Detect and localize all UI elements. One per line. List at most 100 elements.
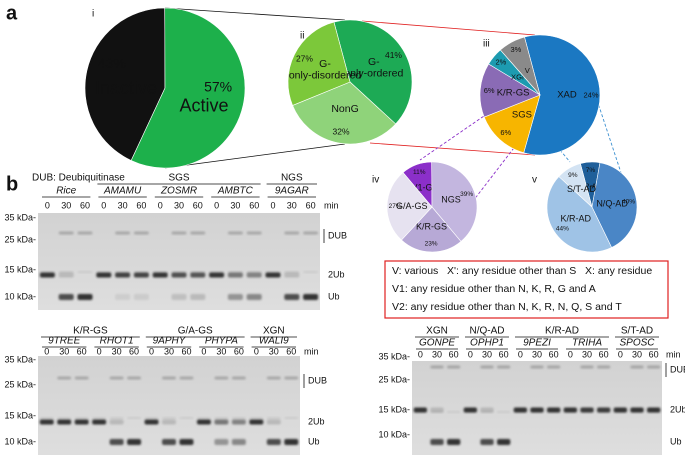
slice-label: K/R-GS xyxy=(416,222,447,232)
time-label: 0 xyxy=(97,346,102,356)
gel-band xyxy=(196,417,211,419)
time-label: 60 xyxy=(499,349,509,359)
gel-band xyxy=(39,419,54,425)
marker-label: 10 kDa- xyxy=(4,291,36,301)
time-label: 0 xyxy=(149,346,154,356)
time-label: 0 xyxy=(618,349,623,359)
sample-label: 9TREE xyxy=(48,336,81,347)
slice-label: V1-GS xyxy=(411,182,438,192)
slice-label: G/A-GS xyxy=(396,201,428,211)
slice-label: V xyxy=(525,66,531,75)
time-label: 60 xyxy=(599,349,609,359)
gel-band xyxy=(162,376,176,380)
time-label: 60 xyxy=(286,346,296,356)
value-label: 2% xyxy=(495,57,506,66)
marker-label: 15 kDa- xyxy=(4,410,36,420)
panel-label: a xyxy=(6,2,18,24)
gel-band xyxy=(214,376,229,380)
gel-band xyxy=(58,231,74,235)
gel-band xyxy=(303,294,319,300)
gel-band xyxy=(231,417,246,419)
time-label: 60 xyxy=(77,346,87,356)
connector xyxy=(369,142,536,156)
pie-slice xyxy=(292,81,397,145)
gel-band xyxy=(39,271,55,273)
legend-line: V1: any residue other than N, K, R, G an… xyxy=(392,283,596,295)
slice-label: G-only-ordered xyxy=(344,56,403,80)
gel-band xyxy=(497,411,511,413)
gel-band xyxy=(162,439,176,445)
sample-label: ZOSMR xyxy=(160,186,197,197)
value-label: 43% xyxy=(98,55,126,71)
slice-label: XGN xyxy=(511,73,527,82)
sample-label: TRIHA xyxy=(572,338,602,349)
group-label: N/Q-AD xyxy=(470,326,505,337)
time-label: 0 xyxy=(270,200,275,210)
gel xyxy=(38,213,320,310)
connector xyxy=(164,143,346,169)
gel-band xyxy=(144,417,159,419)
sample-label: GONPE xyxy=(419,338,455,349)
gel-band xyxy=(127,417,142,419)
marker-label: 25 kDa- xyxy=(378,374,410,384)
time-label: 30 xyxy=(174,200,184,210)
pie-slice xyxy=(84,7,166,161)
band-label: DUB xyxy=(328,230,347,240)
time-label: 30 xyxy=(582,349,592,359)
value-label: 27% xyxy=(389,203,402,210)
time-unit: min xyxy=(324,200,339,210)
pie-slice xyxy=(558,163,593,208)
time-label: 60 xyxy=(449,349,459,359)
time-label: 60 xyxy=(193,200,203,210)
group-label: XGN xyxy=(263,326,285,337)
value-label: 11% xyxy=(413,169,426,176)
sample-label: 9PEZI xyxy=(523,338,551,349)
dub-note: DUB: Deubiquitinase xyxy=(32,173,125,184)
sample-label: WALI9 xyxy=(259,336,289,347)
legend-line: V2: any residue other than N, K, R, N, Q… xyxy=(392,301,622,313)
gel-band xyxy=(196,419,211,425)
value-label: 39% xyxy=(460,191,473,198)
pie-title: i xyxy=(92,9,94,20)
gel-band xyxy=(58,272,74,278)
gel-band xyxy=(109,417,124,419)
band-label: Ub xyxy=(670,436,682,446)
group-label: K/R-AD xyxy=(545,326,579,337)
sample-label: AMBTC xyxy=(217,186,254,197)
band-label: Ub xyxy=(328,291,340,301)
gel-band xyxy=(284,417,299,419)
gel-band xyxy=(480,411,494,413)
gel-band xyxy=(266,417,281,419)
sample-label: 9AGAR xyxy=(275,186,309,197)
panel-label: b xyxy=(6,173,18,195)
gel-band xyxy=(613,411,627,413)
gel-band xyxy=(249,417,264,419)
group-label: G/A-GS xyxy=(178,326,213,337)
pie-slice xyxy=(130,7,246,169)
value-label: 40% xyxy=(622,199,635,206)
gel-band xyxy=(74,419,89,425)
gel-band xyxy=(179,417,194,419)
value-label: 7% xyxy=(586,167,596,174)
time-label: 30 xyxy=(118,200,128,210)
gel-band xyxy=(284,439,299,445)
marker-label: 35 kDa- xyxy=(4,212,36,222)
gel-band xyxy=(109,439,124,445)
gel-band xyxy=(284,272,300,278)
gel-band xyxy=(57,376,72,380)
value-label: 6% xyxy=(500,128,511,137)
gel-band xyxy=(547,411,561,413)
gel-band xyxy=(58,294,74,300)
gel-band xyxy=(96,271,112,273)
gel-band xyxy=(133,272,149,278)
gel-band xyxy=(463,411,477,413)
connector xyxy=(361,20,536,36)
band-label: DUB xyxy=(308,375,327,385)
gel-band xyxy=(115,231,131,235)
time-label: 30 xyxy=(112,346,122,356)
gel-band xyxy=(209,272,225,278)
gel-band xyxy=(246,271,262,273)
marker-label: 15 kDa- xyxy=(378,404,410,414)
gel-band xyxy=(497,365,511,369)
pie-slice xyxy=(333,19,413,125)
